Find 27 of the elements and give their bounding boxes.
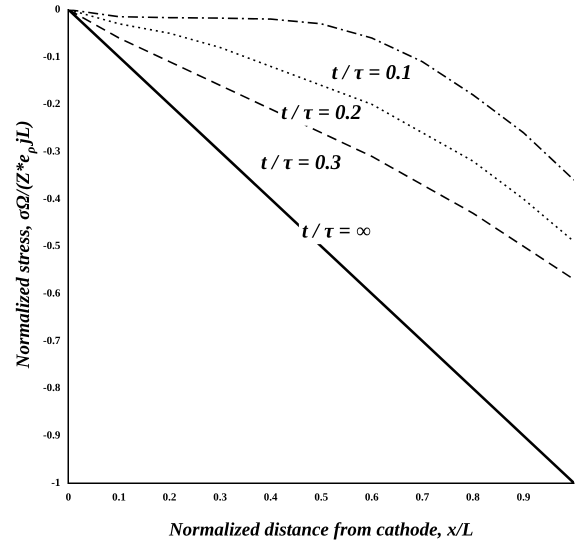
y-tick-label: -0.8 [42, 382, 61, 394]
x-tick-label: 0.2 [162, 491, 177, 504]
x-axis-title: Normalized distance from cathode, x/L [168, 520, 474, 541]
y-axis-title: Normalized stress, σΩ/(Z*eρjL) [12, 120, 38, 370]
y-tick-label: -0.9 [42, 430, 61, 442]
x-tick-label: 0.6 [364, 491, 380, 504]
x-tick-label: 0.9 [516, 491, 531, 504]
y-tick-label: -0.1 [42, 50, 60, 63]
x-tick-label: 0 [66, 491, 72, 504]
y-tick-label: -0.4 [42, 192, 61, 205]
x-tick-label: 0.1 [112, 491, 126, 504]
x-tick-label: 0.4 [264, 491, 278, 504]
series-label: t / τ = ∞ [302, 218, 371, 243]
x-tick-label: 0.7 [415, 491, 430, 504]
x-tick-label: 0.5 [314, 491, 329, 504]
y-tick-label: -0.2 [42, 98, 61, 110]
y-tick-label: -0.6 [42, 287, 61, 300]
series-label: t / τ = 0.3 [260, 150, 342, 174]
x-tick-label: 0.3 [213, 491, 228, 504]
y-tick-label: -1 [51, 476, 60, 489]
y-tick-label: 0 [54, 3, 61, 16]
y-tick-label: -0.5 [42, 240, 61, 252]
series-label: t / τ = 0.2 [281, 100, 362, 124]
series-label: t / τ = 0.1 [332, 60, 412, 84]
y-tick-label: -0.3 [42, 145, 61, 158]
x-tick-label: 0.8 [466, 491, 480, 504]
y-tick-label: -0.7 [42, 334, 61, 347]
